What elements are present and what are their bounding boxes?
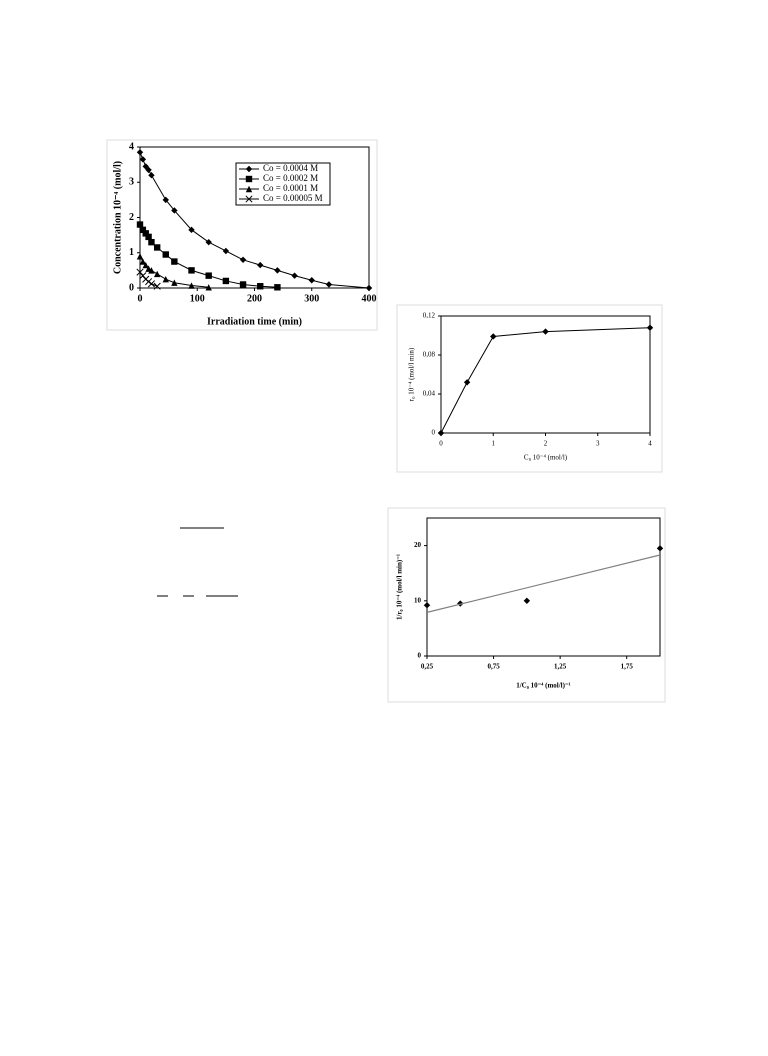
marker <box>136 221 144 228</box>
x-tick-label: 0 <box>439 440 443 448</box>
x-tick-label: 2 <box>544 440 548 448</box>
marker <box>171 207 178 214</box>
marker <box>245 185 253 193</box>
marker <box>153 282 161 290</box>
marker <box>245 175 253 183</box>
y-tick-label: 3 <box>129 177 134 188</box>
legend-label: Co = 0.0002 M <box>263 173 318 183</box>
figure-frame <box>106 139 378 331</box>
marker <box>162 251 169 258</box>
marker <box>145 233 152 241</box>
marker <box>153 244 161 251</box>
marker <box>136 253 144 260</box>
figure-frame <box>396 304 663 473</box>
marker <box>274 284 281 291</box>
marker <box>148 172 155 179</box>
marker <box>523 597 531 604</box>
marker <box>222 277 230 285</box>
y-tick-label: 2 <box>129 212 134 223</box>
marker <box>205 284 212 291</box>
marker <box>205 272 212 279</box>
x-axis-label: Irradiation time (min) <box>207 316 302 327</box>
marker <box>245 165 253 173</box>
marker <box>171 258 178 265</box>
x-tick-label: 200 <box>247 293 262 304</box>
marker <box>423 602 431 609</box>
marker <box>147 280 156 288</box>
y-axis-label: 1/r₀ 10⁻⁴ (mol/l min)⁻¹ <box>396 554 404 620</box>
marker <box>222 247 230 255</box>
marker <box>365 284 373 292</box>
marker <box>656 545 664 552</box>
y-tick-label: 1 <box>129 247 134 258</box>
marker <box>437 429 445 437</box>
y-tick-label: 0,04 <box>423 390 436 398</box>
marker <box>291 272 298 279</box>
marker <box>136 149 144 156</box>
marker <box>457 600 464 607</box>
marker <box>162 275 169 283</box>
y-tick-label: 10 <box>414 596 422 604</box>
marker <box>239 256 247 263</box>
x-tick-label: 1,75 <box>621 663 634 671</box>
x-tick-label: 0,25 <box>421 663 434 671</box>
y-tick-label: 0 <box>418 652 422 660</box>
marker <box>463 379 471 386</box>
x-tick-label: 1,25 <box>554 663 567 671</box>
y-axis-label: r₀ 10⁻⁴ (mol/l min) <box>408 347 416 401</box>
marker <box>148 238 155 246</box>
marker <box>325 281 333 288</box>
marker <box>542 328 549 335</box>
marker <box>142 230 149 237</box>
marker <box>188 267 195 274</box>
marker <box>188 226 195 234</box>
marker <box>162 196 169 204</box>
legend-label: Co = 0.0004 M <box>263 163 318 173</box>
marker <box>148 267 155 274</box>
x-tick-label: 300 <box>304 293 319 304</box>
legend-label: Co = 0.0001 M <box>263 183 318 193</box>
marker <box>308 277 315 284</box>
series-line <box>440 327 651 434</box>
marker <box>490 333 497 340</box>
y-tick-label: 0 <box>432 429 436 437</box>
legend-box <box>235 162 331 206</box>
marker <box>139 258 147 265</box>
y-tick-label: 4 <box>129 141 134 152</box>
x-axis-label: C₀ 10⁻⁴ (mol/l) <box>524 454 568 462</box>
x-tick-label: 0,75 <box>487 663 500 671</box>
fit-line <box>426 554 661 613</box>
y-tick-label: 20 <box>414 541 422 549</box>
plot-frame <box>426 517 661 657</box>
x-axis-label: 1/C₀ 10⁻⁴ (mol/l)⁻¹ <box>516 682 571 690</box>
marker <box>205 238 212 246</box>
marker <box>245 195 253 203</box>
legend-label: Co = 0.00005 M <box>263 193 323 203</box>
marker <box>257 283 264 290</box>
marker <box>145 166 152 174</box>
y-tick-label: 0,08 <box>423 351 436 359</box>
marker <box>139 156 147 163</box>
x-tick-label: 4 <box>648 440 652 448</box>
x-tick-label: 100 <box>190 293 205 304</box>
x-tick-label: 3 <box>596 440 600 448</box>
y-tick-label: 0,12 <box>423 312 436 320</box>
marker <box>171 279 178 286</box>
marker <box>139 226 147 234</box>
x-tick-label: 1 <box>492 440 496 448</box>
marker <box>257 261 264 269</box>
x-tick-label: 400 <box>362 293 377 304</box>
y-axis-label: Concentration 10⁻⁴ (mol/l) <box>112 161 123 274</box>
marker <box>145 278 153 286</box>
marker <box>142 261 149 269</box>
figure-frame <box>387 507 666 703</box>
marker <box>274 267 281 274</box>
x-tick-label: 0 <box>138 293 143 304</box>
y-tick-label: 0 <box>129 282 134 293</box>
marker <box>239 281 247 288</box>
marker <box>153 270 161 278</box>
marker <box>646 324 654 331</box>
marker <box>188 282 195 289</box>
